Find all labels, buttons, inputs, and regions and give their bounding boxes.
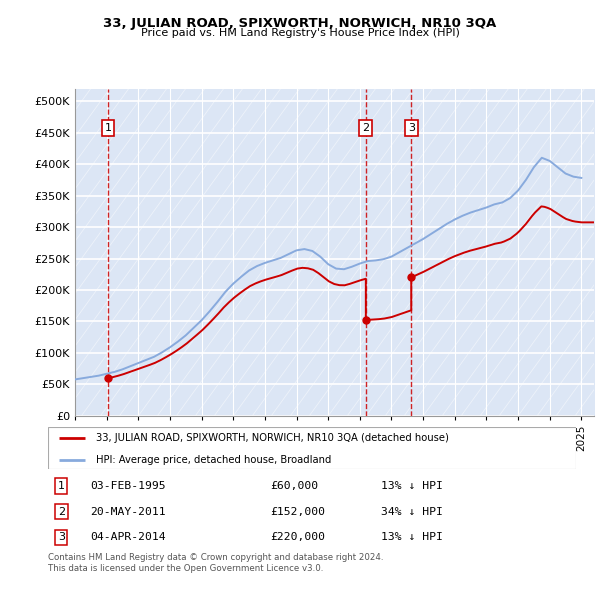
Text: Contains HM Land Registry data © Crown copyright and database right 2024.
This d: Contains HM Land Registry data © Crown c… xyxy=(48,553,383,573)
Text: £152,000: £152,000 xyxy=(270,507,325,517)
Text: 1: 1 xyxy=(104,123,112,133)
Text: HPI: Average price, detached house, Broadland: HPI: Average price, detached house, Broa… xyxy=(95,455,331,465)
Text: 34% ↓ HPI: 34% ↓ HPI xyxy=(380,507,443,517)
Text: 13% ↓ HPI: 13% ↓ HPI xyxy=(380,532,443,542)
Text: 2: 2 xyxy=(362,123,370,133)
Text: £60,000: £60,000 xyxy=(270,481,318,491)
Text: 33, JULIAN ROAD, SPIXWORTH, NORWICH, NR10 3QA (detached house): 33, JULIAN ROAD, SPIXWORTH, NORWICH, NR1… xyxy=(95,433,448,443)
Text: 33, JULIAN ROAD, SPIXWORTH, NORWICH, NR10 3QA: 33, JULIAN ROAD, SPIXWORTH, NORWICH, NR1… xyxy=(103,17,497,30)
Text: Price paid vs. HM Land Registry's House Price Index (HPI): Price paid vs. HM Land Registry's House … xyxy=(140,28,460,38)
Text: 20-MAY-2011: 20-MAY-2011 xyxy=(90,507,166,517)
Text: £220,000: £220,000 xyxy=(270,532,325,542)
Text: 3: 3 xyxy=(58,532,65,542)
Text: 04-APR-2014: 04-APR-2014 xyxy=(90,532,166,542)
Text: 3: 3 xyxy=(408,123,415,133)
Text: 1: 1 xyxy=(58,481,65,491)
Text: 2: 2 xyxy=(58,507,65,517)
Text: 03-FEB-1995: 03-FEB-1995 xyxy=(90,481,166,491)
Text: 13% ↓ HPI: 13% ↓ HPI xyxy=(380,481,443,491)
